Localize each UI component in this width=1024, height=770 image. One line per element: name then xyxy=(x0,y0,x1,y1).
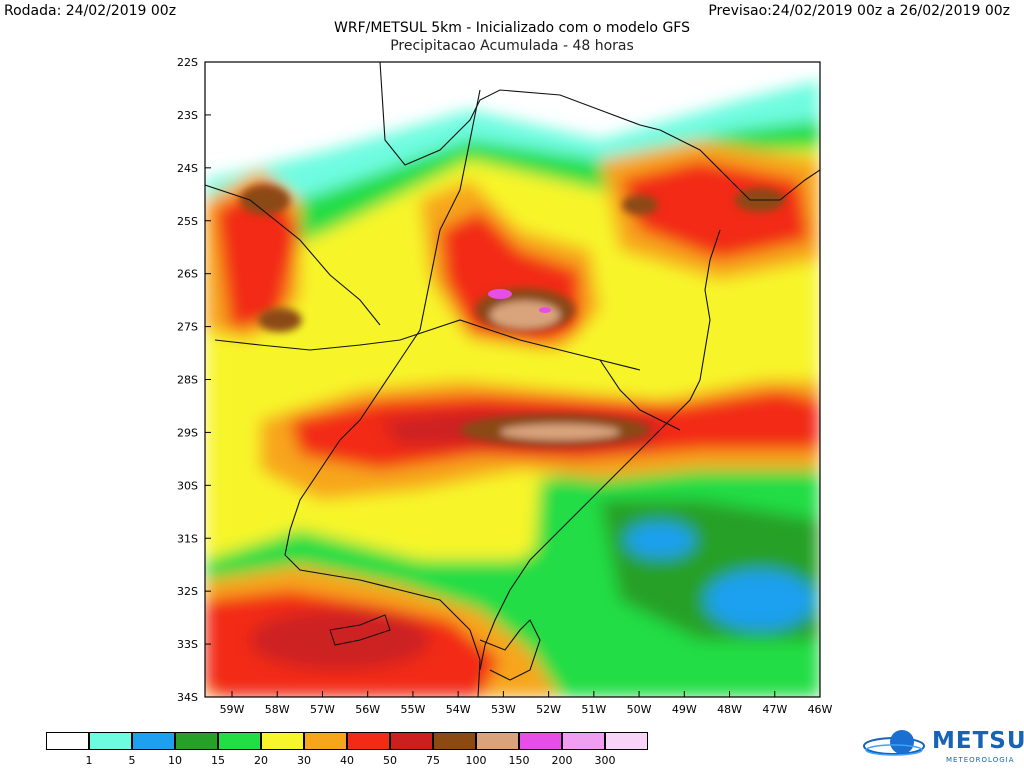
lat-label-34S: 34S xyxy=(177,691,198,704)
lat-label-32S: 32S xyxy=(177,585,198,598)
legend-swatch xyxy=(605,732,648,750)
longitude-axis: 59W 58W 57W 56W 55W 54W 53W 52W 51W 50W 49W 48W 47W 4… xyxy=(220,703,833,716)
lon-label-49W: 49W xyxy=(672,703,697,716)
legend-swatch xyxy=(175,732,218,750)
lon-label-48W: 48W xyxy=(717,703,742,716)
lon-label-52W: 52W xyxy=(536,703,561,716)
legend-swatch xyxy=(218,732,261,750)
legend-label: 15 xyxy=(211,754,225,767)
legend-label: 50 xyxy=(383,754,397,767)
legend-swatch xyxy=(46,732,89,750)
lat-label-26S: 26S xyxy=(177,268,198,281)
lon-label-53W: 53W xyxy=(491,703,516,716)
lon-label-46W: 46W xyxy=(808,703,833,716)
lat-label-28S: 28S xyxy=(177,374,198,387)
lon-label-58W: 58W xyxy=(265,703,290,716)
legend-label: 30 xyxy=(297,754,311,767)
precipitation-field xyxy=(205,62,820,697)
lon-label-59W: 59W xyxy=(220,703,245,716)
lat-label-29S: 29S xyxy=(177,426,198,439)
boundary-lines xyxy=(205,62,820,697)
logo-subtitle: METEOROLOGIA xyxy=(946,756,1015,764)
legend-label: 40 xyxy=(340,754,354,767)
legend-label: 300 xyxy=(594,754,616,767)
legend-label: 5 xyxy=(128,754,136,767)
legend-label: 10 xyxy=(168,754,182,767)
lon-label-55W: 55W xyxy=(400,703,425,716)
legend-swatch xyxy=(347,732,390,750)
legend-swatch xyxy=(304,732,347,750)
legend-label: 75 xyxy=(426,754,440,767)
legend-label: 150 xyxy=(508,754,530,767)
legend-swatch xyxy=(433,732,476,750)
legend-swatch xyxy=(132,732,175,750)
logo-name: METSUL xyxy=(932,728,1024,754)
legend-label: 20 xyxy=(254,754,268,767)
lat-label-23S: 23S xyxy=(177,109,198,122)
legend-label: 200 xyxy=(551,754,573,767)
legend-swatch xyxy=(261,732,304,750)
lake-outline xyxy=(329,614,391,646)
lon-label-47W: 47W xyxy=(762,703,787,716)
lat-label-27S: 27S xyxy=(177,321,198,334)
lat-label-30S: 30S xyxy=(177,479,198,492)
legend-label: 100 xyxy=(465,754,487,767)
lon-label-56W: 56W xyxy=(355,703,380,716)
lat-label-31S: 31S xyxy=(177,532,198,545)
map-title: WRF/METSUL 5km - Inicializado com o mode… xyxy=(334,20,690,36)
legend-swatch xyxy=(476,732,519,750)
lat-label-22S: 22S xyxy=(177,56,198,69)
lat-label-33S: 33S xyxy=(177,638,198,651)
max-precip-spot xyxy=(488,289,512,299)
run-date-label: Rodada: 24/02/2019 00z xyxy=(4,3,177,19)
lon-label-51W: 51W xyxy=(581,703,606,716)
map-subtitle: Precipitacao Acumulada - 48 horas xyxy=(390,38,634,54)
legend-label: 1 xyxy=(85,754,93,767)
forecast-period-label: Previsao:24/02/2019 00z a 26/02/2019 00z xyxy=(708,3,1010,19)
lon-label-57W: 57W xyxy=(310,703,335,716)
legend-swatch xyxy=(89,732,132,750)
legend-swatch xyxy=(562,732,605,750)
latitude-axis: 22S 23S 24S 25S 26S 27S 28S 29S 30S 31S 32S 33S 34S xyxy=(177,56,198,704)
legend-swatch xyxy=(519,732,562,750)
lat-label-25S: 25S xyxy=(177,215,198,228)
lon-label-50W: 50W xyxy=(627,703,652,716)
lat-label-24S: 24S xyxy=(177,162,198,175)
lon-label-54W: 54W xyxy=(446,703,471,716)
metsul-logo-icon xyxy=(863,730,925,756)
legend-swatch xyxy=(390,732,433,750)
